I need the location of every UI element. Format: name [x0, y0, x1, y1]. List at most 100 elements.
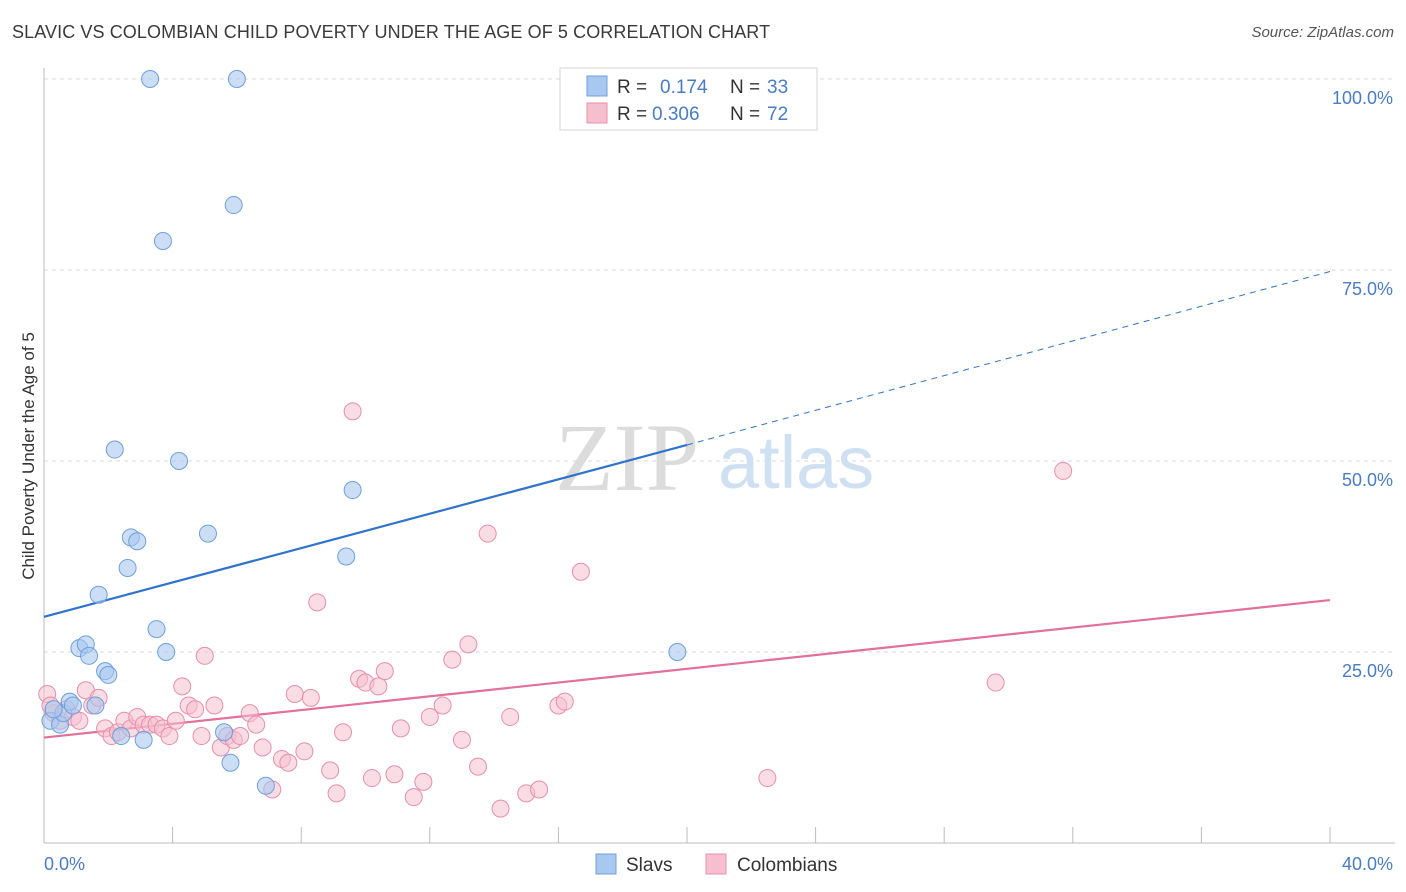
colombians-point: [530, 780, 549, 799]
colombians-point: [279, 753, 298, 772]
colombians-points: [38, 402, 1073, 818]
slavs-point: [147, 620, 166, 639]
colombians-point: [285, 685, 304, 704]
slavs-point: [198, 524, 217, 543]
colombians-point: [231, 727, 250, 746]
slavs-point: [227, 70, 246, 88]
slavs-point: [63, 696, 82, 715]
colombians-point: [369, 677, 388, 696]
colombians-point: [452, 730, 471, 749]
y-axis-title: Child Poverty Under the Age of 5: [19, 332, 38, 580]
colombians-point: [321, 761, 340, 780]
slavs-point: [112, 727, 131, 746]
slavs-point: [215, 723, 234, 742]
colombians-point: [1054, 461, 1073, 480]
colombians-point: [166, 711, 185, 730]
colombians-point: [571, 562, 590, 581]
slavs-point: [44, 700, 63, 719]
slavs-point: [337, 547, 356, 566]
colombians-point: [308, 593, 327, 612]
y-tick-label: 100.0%: [1332, 88, 1393, 108]
legend-r-value: 0.306: [652, 104, 700, 125]
legend-n-value: 33: [767, 77, 788, 98]
legend-n-label: N =: [730, 77, 760, 98]
colombians-point: [491, 799, 510, 818]
colombians-point: [70, 711, 89, 730]
legend-swatch-slavs: [586, 75, 608, 97]
slavs-point: [170, 452, 189, 470]
colombians-point: [375, 662, 394, 681]
slavs-point: [224, 196, 243, 215]
colombians-point: [758, 769, 777, 788]
legend-n-value: 72: [767, 104, 788, 125]
trend-line-slavs-extension: [686, 271, 1331, 446]
colombians-point: [986, 673, 1005, 692]
colombians-point: [295, 742, 314, 761]
legend-label-slavs: Slavs: [626, 855, 672, 876]
slavs-point: [141, 70, 160, 88]
slavs-point: [118, 558, 137, 577]
slavs-point: [157, 643, 176, 661]
colombians-point: [501, 707, 520, 726]
colombians-point: [459, 635, 478, 654]
slavs-point: [89, 585, 108, 604]
colombians-point: [478, 524, 497, 543]
legend-r-value: 0.174: [660, 77, 708, 98]
slavs-point: [80, 646, 99, 665]
colombians-point: [555, 692, 574, 711]
y-tick-label: 75.0%: [1342, 279, 1393, 299]
colombians-point: [362, 769, 381, 788]
colombians-point: [192, 727, 211, 746]
colombians-point: [247, 715, 266, 734]
colombians-point: [469, 757, 488, 776]
colombians-point: [186, 700, 205, 719]
legend-r-label: R =: [617, 77, 647, 98]
x-tick-label: 40.0%: [1342, 854, 1393, 874]
axes: [43, 68, 1395, 844]
y-tick-label: 25.0%: [1342, 661, 1393, 681]
colombians-point: [301, 688, 320, 707]
colombians-point: [385, 765, 404, 784]
slavs-point: [86, 696, 105, 715]
legend-swatch-slavs: [595, 853, 617, 875]
bottom-legend: Slavs Colombians: [595, 853, 837, 876]
colombians-point: [414, 772, 433, 791]
legend-swatch-colombians: [586, 102, 608, 124]
colombians-point: [327, 784, 346, 803]
legend-label-colombians: Colombians: [737, 855, 837, 876]
y-tick-label: 50.0%: [1342, 470, 1393, 490]
watermark-atlas: atlas: [718, 421, 874, 504]
legend-n-label: N =: [730, 104, 760, 125]
tick-labels: 25.0% 50.0% 75.0% 100.0% 0.0% 40.0%: [44, 88, 1393, 874]
colombians-point: [404, 788, 423, 807]
top-legend: R = 0.174 N = 33 R = 0.306 N = 72: [559, 67, 818, 131]
slavs-points: [41, 70, 687, 795]
slavs-point: [134, 730, 153, 749]
x-tick-label: 0.0%: [44, 854, 85, 874]
slavs-point: [128, 532, 147, 551]
slavs-point: [668, 643, 687, 661]
colombians-point: [173, 677, 192, 696]
slavs-point: [221, 753, 240, 772]
colombians-point: [195, 646, 214, 665]
colombians-point: [205, 696, 224, 715]
trend-line-slavs: [43, 443, 688, 618]
slavs-point: [105, 440, 124, 459]
colombians-point: [253, 738, 272, 757]
colombians-point: [160, 727, 179, 746]
legend-r-label: R =: [617, 104, 647, 125]
source-label: Source: ZipAtlas.com: [1251, 24, 1394, 41]
trend-line-colombians: [43, 598, 1331, 739]
colombians-point: [333, 723, 352, 742]
chart-title: SLAVIC VS COLOMBIAN CHILD POVERTY UNDER …: [12, 22, 771, 42]
slavs-point: [256, 776, 275, 795]
colombians-point: [420, 707, 439, 726]
watermark: ZIP atlas: [555, 404, 874, 511]
colombians-point: [343, 402, 362, 421]
colombians-point: [443, 650, 462, 669]
grid-lines: [44, 78, 1395, 653]
colombians-point: [391, 719, 410, 738]
colombians-point: [433, 696, 452, 715]
slavs-point: [153, 231, 172, 250]
